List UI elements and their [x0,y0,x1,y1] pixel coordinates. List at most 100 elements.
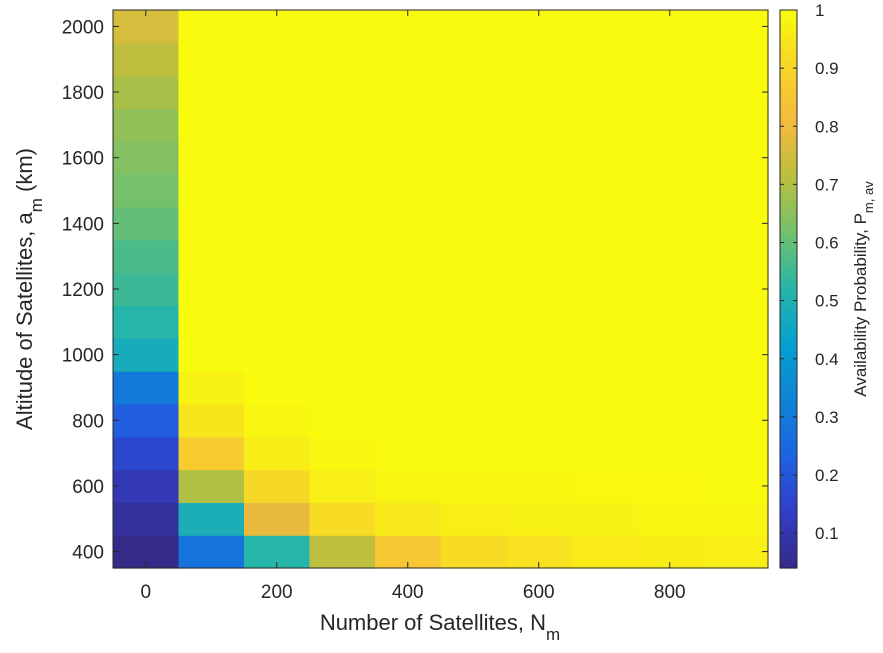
colorbar-segment [780,10,797,16]
heatmap-cell [637,75,704,110]
heatmap-cell [309,403,376,438]
heatmap-cell [309,272,376,307]
heatmap-cell [244,174,311,208]
heatmap-cell [637,239,704,274]
heatmap-cell [702,338,769,372]
colorbar-segment [780,79,797,85]
x-tick-label: 600 [523,582,555,603]
colorbar-segment [780,251,797,258]
heatmap-cell [637,371,704,405]
heatmap-cell [113,239,180,274]
heatmap-cell [637,174,704,208]
colorbar-segment [780,493,797,499]
colorbar-segment [780,196,797,202]
heatmap-cell [702,436,769,471]
colorbar-segment [780,484,797,490]
colorbar-segment [780,130,797,137]
colorbar-segment [780,209,797,216]
colorbar-segment [780,140,797,146]
heatmap-cell [506,502,573,536]
colorbar-segment [780,154,797,160]
colorbar-segment [780,61,797,67]
colorbar-segment [780,163,797,169]
colorbar-segment [780,37,797,44]
heatmap-cell [506,436,573,471]
heatmap-cell [178,535,245,569]
heatmap-cell [506,371,573,405]
colorbar-segment [780,419,797,425]
heatmap-cell [244,272,311,307]
colorbar-segment [780,247,797,253]
heatmap-cell [506,75,573,110]
y-tick-label: 600 [72,477,104,498]
heatmap-cell [702,206,769,241]
heatmap-cell [571,174,638,208]
heatmap-cells [113,10,769,569]
colorbar-segment [780,461,797,467]
heatmap-cell [309,371,376,405]
heatmap-cell [571,371,638,405]
colorbar-segment [780,121,797,127]
y-tick-label: 1800 [62,83,104,104]
heatmap-cell [571,239,638,274]
heatmap-cell [309,469,376,503]
y-tick-label: 2000 [62,17,104,38]
colorbar-segment [780,447,797,453]
heatmap-cell [113,436,180,471]
heatmap-cell [637,206,704,241]
heatmap-cell [506,338,573,372]
colorbar-segment [780,298,797,304]
colorbar-segment [780,363,797,369]
heatmap-cell [702,141,769,175]
colorbar-segment [780,377,797,383]
colorbar-segment [780,256,797,262]
heatmap-cell [571,436,638,471]
heatmap-cell [178,305,245,339]
y-tick-label: 1600 [62,149,104,170]
heatmap-cell [571,141,638,175]
heatmap-cell [506,108,573,142]
y-tick-label: 400 [72,543,104,564]
heatmap-cell [506,206,573,241]
heatmap-cell [309,10,376,44]
heatmap-cell [571,42,638,77]
heatmap-cell [375,141,442,175]
heatmap-cell [571,502,638,536]
colorbar-tick-label: 0.3 [815,408,839,427]
heatmap-cell [309,502,376,536]
heatmap-cell [571,206,638,241]
colorbar-segment [780,530,797,537]
colorbar-segment [780,554,797,560]
colorbar-segment [780,237,797,244]
heatmap-cell [440,10,507,44]
heatmap-cell [178,174,245,208]
colorbar-segment [780,33,797,39]
colorbar-segment [780,293,797,299]
heatmap-cell [113,141,180,175]
colorbar-segment [780,344,797,351]
colorbar-segment [780,330,797,337]
heatmap-cell [244,403,311,438]
colorbar-segment [780,233,797,239]
heatmap-cell [113,502,180,536]
heatmap-cell [309,141,376,175]
colorbar-segment [780,475,797,481]
heatmap-cell [571,535,638,569]
heatmap-cell [637,338,704,372]
heatmap-cell [506,42,573,77]
heatmap-cell [113,338,180,372]
heatmap-cell [440,75,507,110]
colorbar-segment [780,242,797,248]
heatmap-cell [178,239,245,274]
x-axis-label: Number of Satellites, Nm [320,610,560,644]
colorbar-tick-label: 0.1 [815,524,839,543]
heatmap-cell [113,174,180,208]
heatmap-cell [244,108,311,142]
colorbar-segment [780,158,797,165]
heatmap-cell [440,174,507,208]
heatmap-cell [309,305,376,339]
heatmap-cell [113,272,180,307]
colorbar-segment [780,112,797,118]
heatmap-cell [702,75,769,110]
colorbar-tick-label: 1 [815,1,824,20]
